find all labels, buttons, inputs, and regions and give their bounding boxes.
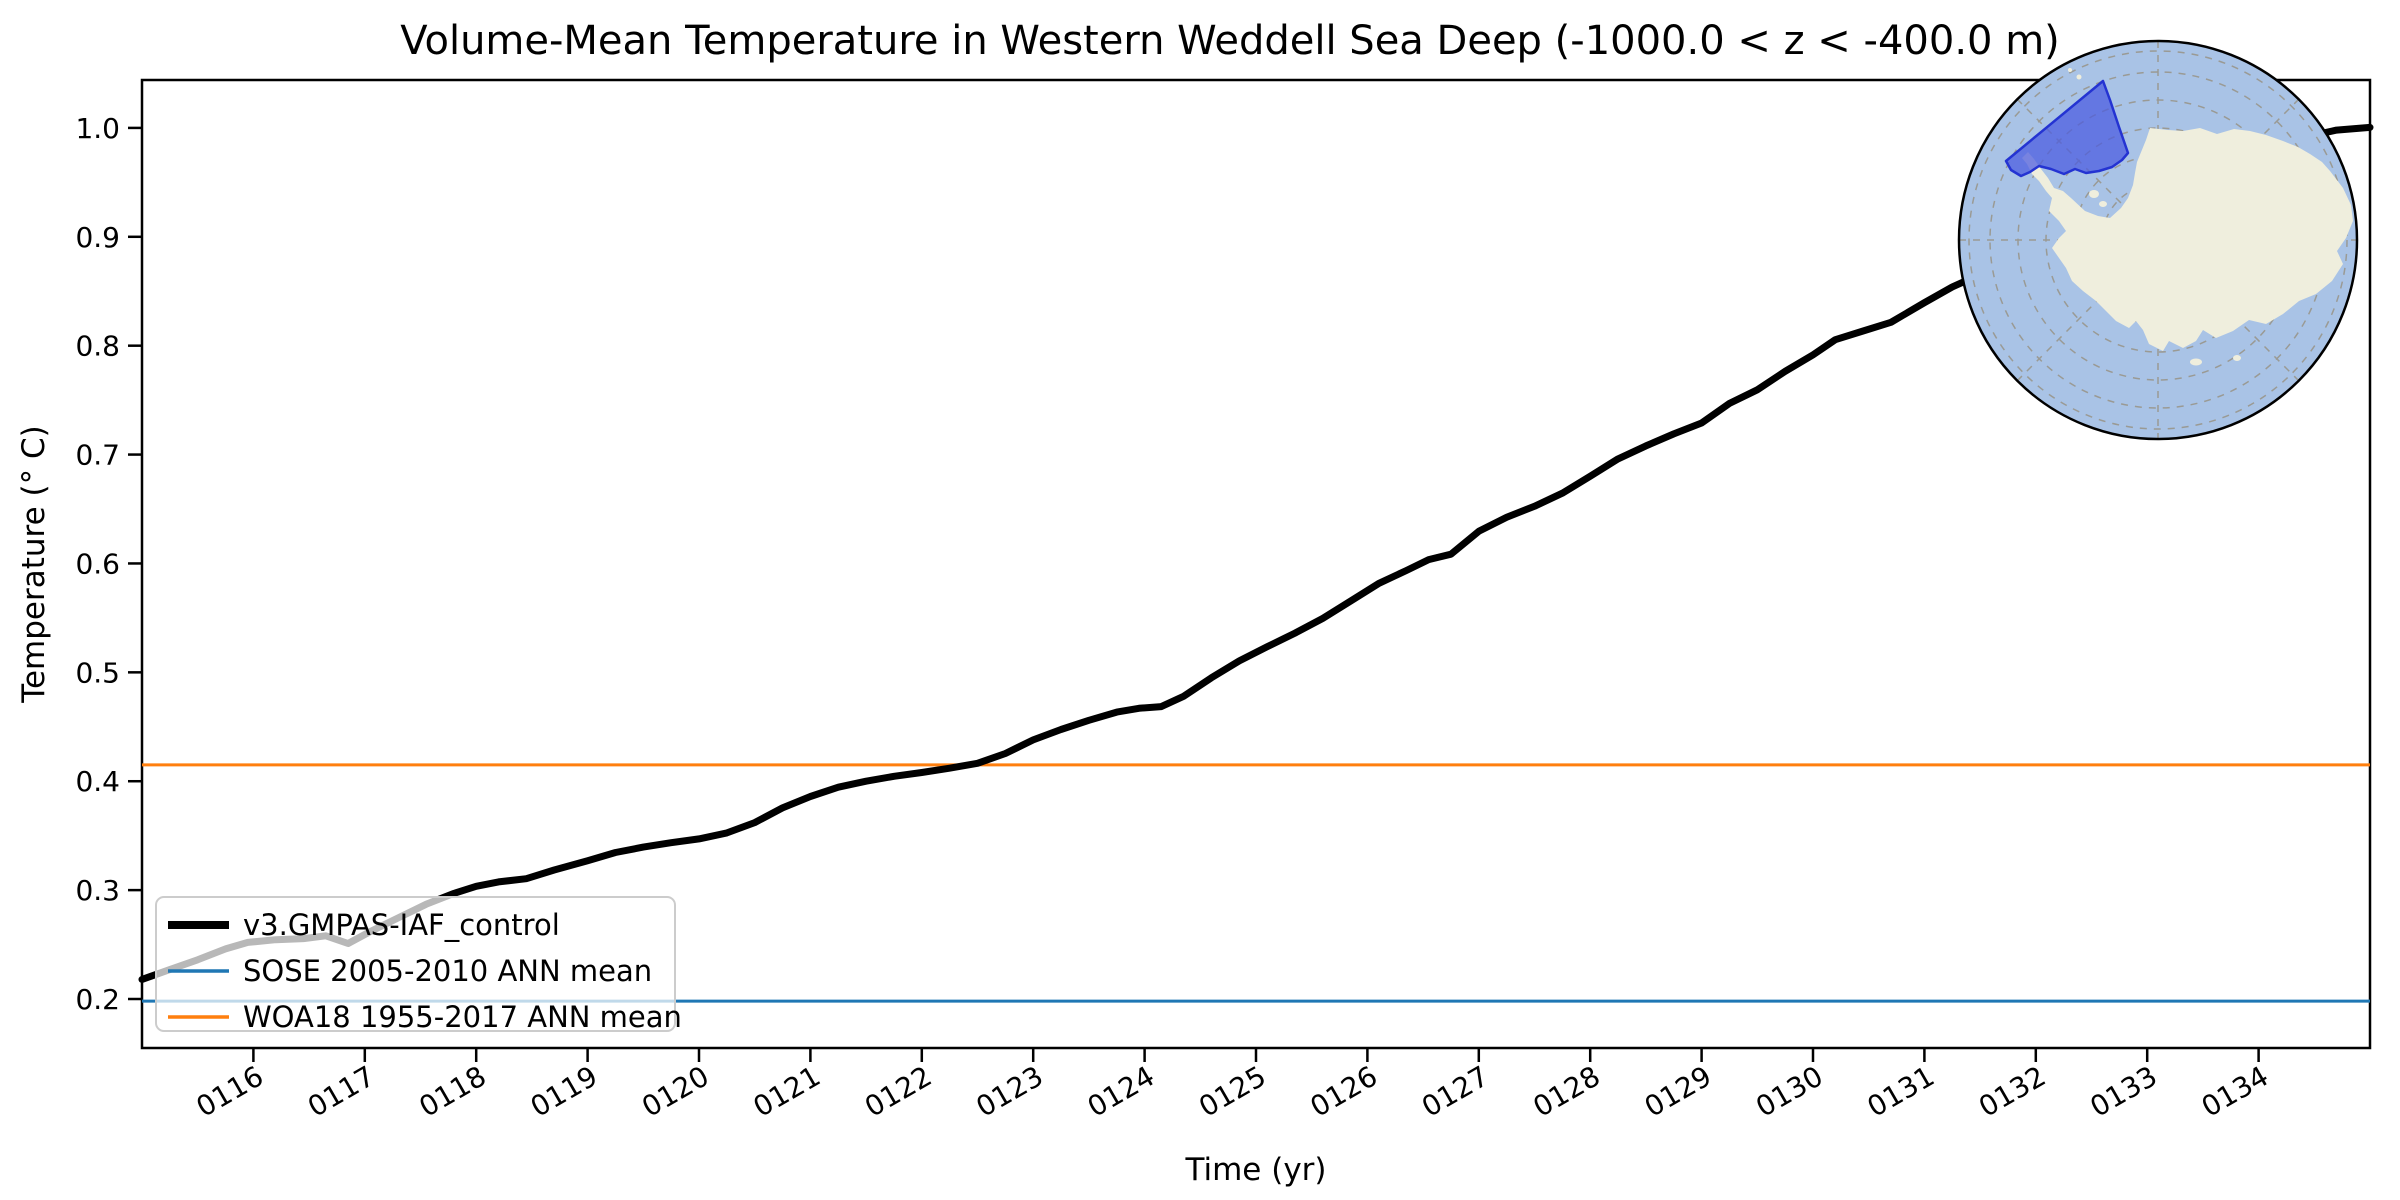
inset-map [1957,39,2359,441]
x-tick-label: 0120 [636,1059,714,1123]
x-tick-label: 0133 [2084,1059,2162,1123]
x-tick-label: 0123 [970,1059,1048,1123]
legend-box [155,896,676,1032]
x-tick-label: 0129 [1639,1059,1717,1123]
legend-label-WOA18 1955-2017 ANN mean: WOA18 1955-2017 ANN mean [243,1000,682,1034]
y-tick-label: 0.5 [75,656,120,689]
legend-label-v3.GMPAS-IAF_control: v3.GMPAS-IAF_control [243,908,560,942]
y-tick-label: 1.0 [75,112,120,145]
y-tick-label: 0.3 [75,874,120,907]
y-tick-label: 0.6 [75,547,120,580]
x-tick-label: 0128 [1527,1059,1605,1123]
x-axis-label: Time (yr) [1185,1152,1327,1188]
y-axis-label: Temperature (° C) [16,425,52,703]
legend: v3.GMPAS-IAF_control SOSE 2005-2010 ANN m… [155,896,682,1034]
y-axis-ticks: 0.2 0.3 0.4 0.5 0.6 0.7 0.8 0.9 1.0 [75,112,142,1016]
x-tick-label: 0130 [1750,1059,1828,1123]
map-region-highlight-western-weddell [2004,79,2130,178]
y-tick-label: 0.2 [75,983,120,1016]
map-land-antarctica [2022,68,2353,366]
x-tick-label: 0124 [1082,1059,1160,1123]
x-tick-label: 0131 [1862,1059,1940,1123]
y-tick-label: 0.4 [75,765,120,798]
legend-label-SOSE 2005-2010 ANN mean: SOSE 2005-2010 ANN mean [243,954,652,988]
x-tick-label: 0127 [1416,1059,1494,1123]
map-rim [1957,39,2359,441]
y-tick-label: 0.7 [75,439,120,472]
x-tick-label: 0121 [748,1059,826,1123]
x-tick-label: 0118 [413,1059,491,1123]
x-tick-label: 0132 [1973,1059,2051,1123]
x-tick-label: 0116 [191,1059,269,1123]
x-tick-label: 0119 [525,1059,603,1123]
y-tick-label: 0.8 [75,330,120,363]
x-tick-label: 0117 [302,1059,380,1123]
x-tick-label: 0125 [1193,1059,1271,1123]
x-axis-ticks: 0116 0117 0118 0119 0120 0121 0122 0123 0124 0125… [191,1048,2274,1124]
y-tick-label: 0.9 [75,221,120,254]
x-tick-label: 0122 [859,1059,937,1123]
x-tick-label: 0134 [2196,1059,2274,1123]
x-tick-label: 0126 [1305,1059,1383,1123]
chart-title: Volume-Mean Temperature in Western Wedde… [400,18,2060,64]
